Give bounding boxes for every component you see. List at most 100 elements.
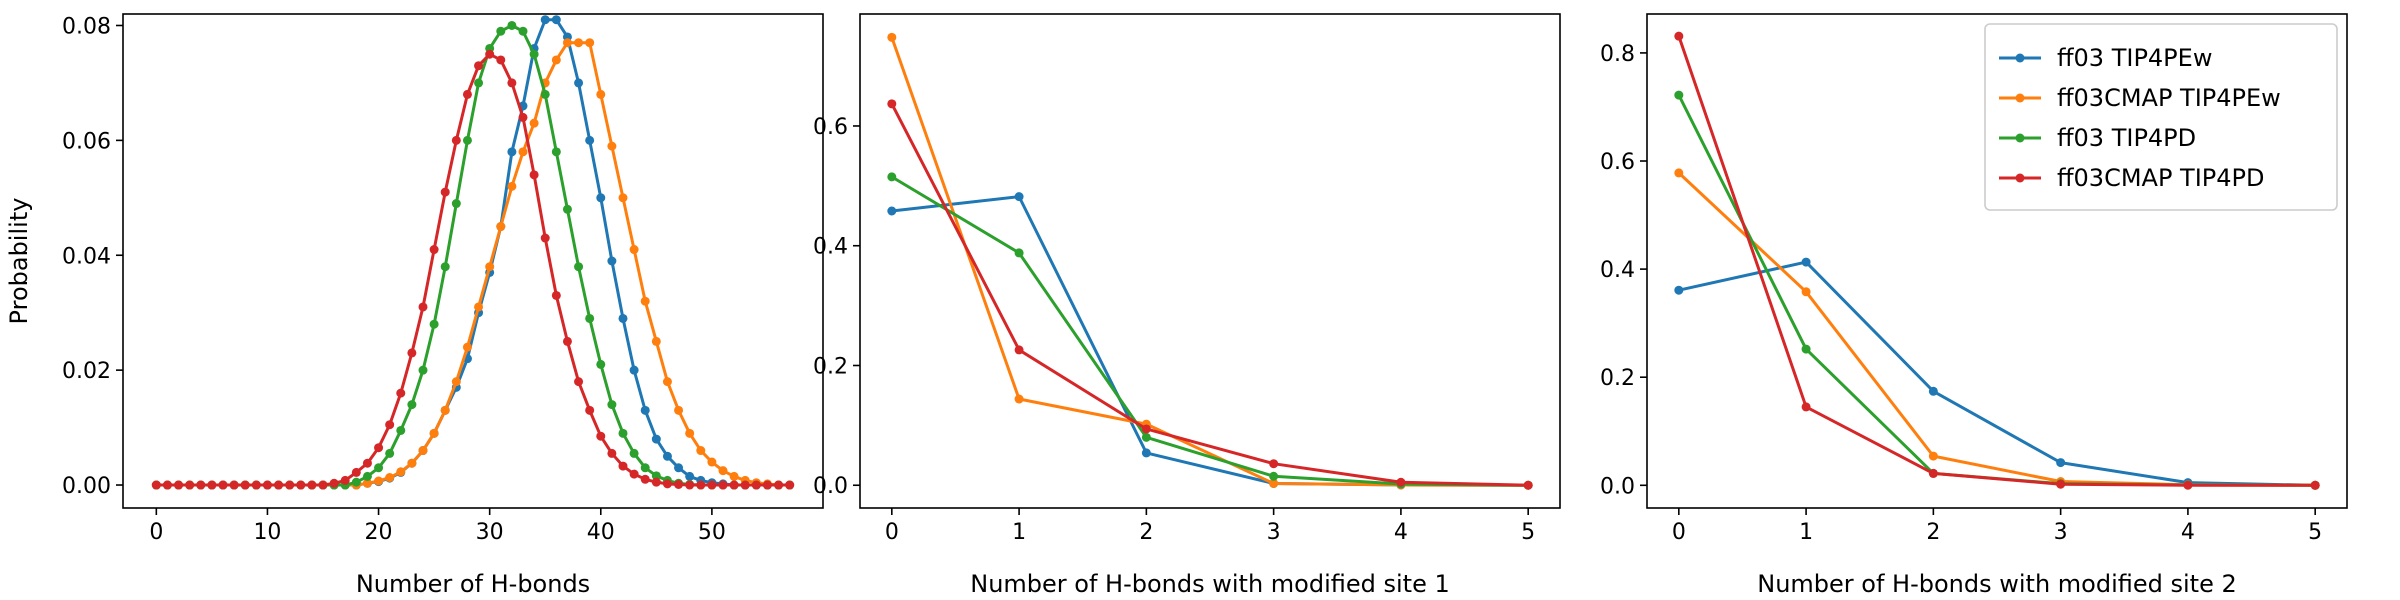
data-point (318, 480, 328, 490)
axes-frame (859, 13, 1561, 509)
data-point (385, 473, 395, 483)
data-point (596, 359, 606, 369)
data-point (585, 135, 595, 145)
data-point (529, 170, 539, 180)
data-point (540, 15, 550, 25)
series-line-ff03_TIP4PD (156, 23, 790, 487)
legend-entry: ff03CMAP TIP4PD (2057, 164, 2265, 192)
legend-entry: ff03CMAP TIP4PEw (2057, 84, 2281, 112)
data-point (607, 141, 617, 151)
x-tick-label: 1 (1799, 520, 1813, 545)
series-line-ff03CMAP_TIP4PD (890, 103, 1529, 487)
y-tick-label: 0.0 (813, 474, 848, 499)
data-point (440, 187, 450, 197)
data-point (685, 428, 695, 438)
data-point (651, 434, 661, 444)
data-point (662, 451, 672, 461)
x-tick-label: 3 (2054, 520, 2068, 545)
y-tick-label: 0.8 (1600, 42, 1635, 67)
data-point (429, 319, 439, 329)
data-point (2056, 479, 2066, 489)
data-point (462, 135, 472, 145)
data-point (707, 480, 717, 490)
legend-marker (2015, 93, 2025, 103)
data-point (362, 458, 372, 468)
data-point (474, 78, 484, 88)
data-point (674, 463, 684, 473)
x-tick-label: 4 (1394, 520, 1408, 545)
data-point (751, 480, 761, 490)
data-point (518, 26, 528, 36)
data-point (551, 55, 561, 65)
y-tick-label: 0.0 (1600, 474, 1635, 499)
x-tick-label: 3 (1267, 520, 1281, 545)
data-point (251, 480, 261, 490)
data-point (407, 458, 417, 468)
data-point (640, 463, 650, 473)
data-point (540, 233, 550, 243)
y-tick-label: 0.06 (62, 129, 111, 154)
data-point (440, 405, 450, 415)
data-point (607, 256, 617, 266)
data-point (1269, 459, 1279, 469)
data-point (429, 245, 439, 255)
data-point (1396, 477, 1406, 487)
data-point (374, 443, 384, 453)
data-point (529, 118, 539, 128)
y-tick-label: 0.2 (1600, 366, 1635, 391)
series-line-ff03CMAP_TIP4PEw (1677, 171, 2316, 487)
data-point (551, 290, 561, 300)
data-point (174, 480, 184, 490)
data-point (662, 377, 672, 387)
data-point (585, 405, 595, 415)
y-tick-label: 0.6 (1600, 150, 1635, 175)
data-point (351, 477, 361, 487)
data-point (729, 471, 739, 481)
data-point (396, 425, 406, 435)
data-point (1928, 451, 1938, 461)
data-point (1928, 386, 1938, 396)
series-line-ff03_TIP4PEw (1678, 260, 2316, 487)
data-point (640, 474, 650, 484)
data-point (374, 476, 384, 486)
series-line-ff03CMAP_TIP4PD (156, 52, 790, 487)
data-point (696, 480, 706, 490)
series-line-ff03CMAP_TIP4PEw (890, 36, 1529, 487)
data-point (887, 206, 897, 216)
x-tick-label: 1 (1012, 520, 1026, 545)
data-point (385, 448, 395, 458)
data-point (507, 147, 517, 157)
data-point (562, 204, 572, 214)
y-tick-label: 0.08 (62, 14, 111, 39)
data-point (651, 336, 661, 346)
data-point (707, 457, 717, 467)
data-point (718, 480, 728, 490)
y-tick-label: 0.2 (813, 354, 848, 379)
data-point (396, 467, 406, 477)
data-point (496, 222, 506, 232)
data-point (362, 478, 372, 488)
data-point (474, 302, 484, 312)
data-point (551, 147, 561, 157)
x-tick-label: 30 (476, 520, 504, 545)
data-point (240, 480, 250, 490)
data-point (229, 480, 239, 490)
data-point (887, 172, 897, 182)
x-tick-label: 50 (698, 520, 726, 545)
data-point (607, 400, 617, 410)
data-point (1801, 402, 1811, 412)
data-point (662, 479, 672, 489)
data-point (640, 405, 650, 415)
data-point (529, 49, 539, 59)
data-point (274, 480, 284, 490)
data-point (385, 420, 395, 430)
data-point (296, 480, 306, 490)
data-point (151, 480, 161, 490)
x-tick-label: 0 (149, 520, 163, 545)
data-point (1523, 480, 1533, 490)
data-point (185, 480, 195, 490)
data-point (485, 49, 495, 59)
data-point (1014, 394, 1024, 404)
data-point (640, 296, 650, 306)
data-point (518, 112, 528, 122)
